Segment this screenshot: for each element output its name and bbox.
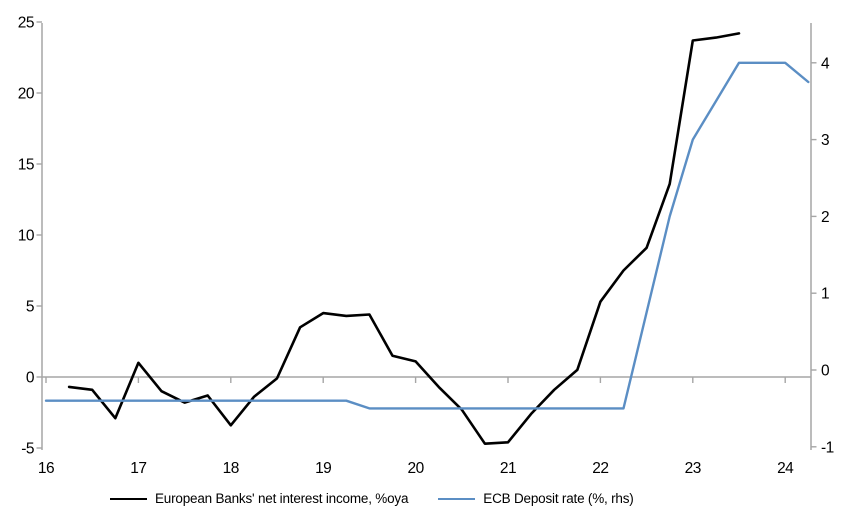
- left-axis-tick-label: 5: [26, 299, 34, 316]
- legend-label: ECB Deposit rate (%, rhs): [483, 491, 634, 506]
- right-axis-tick-label: 2: [821, 209, 829, 226]
- left-axis-tick-label: 10: [18, 228, 35, 245]
- x-axis-tick-label: 16: [38, 460, 54, 477]
- legend-entry: European Banks' net interest income, %oy…: [110, 491, 408, 506]
- left-axis-tick-label: 20: [18, 86, 35, 103]
- x-axis-tick-label: 20: [407, 460, 424, 477]
- left-axis-tick-label: 15: [18, 157, 34, 174]
- x-axis-tick-label: 24: [777, 460, 794, 477]
- x-axis-tick-label: 23: [685, 460, 701, 477]
- x-axis-tick-label: 22: [592, 460, 608, 477]
- x-axis-tick-label: 18: [223, 460, 239, 477]
- right-axis-tick-label: 4: [821, 55, 830, 72]
- legend-entry: ECB Deposit rate (%, rhs): [438, 491, 634, 506]
- left-axis-tick-label: 0: [26, 370, 35, 387]
- left-axis-tick-label: -5: [21, 441, 34, 458]
- right-axis-tick-label: -1: [821, 439, 834, 456]
- legend-line-swatch: [110, 497, 147, 500]
- legend: European Banks' net interest income, %oy…: [110, 491, 634, 506]
- right-axis-tick-label: 3: [821, 132, 829, 149]
- right-axis-tick-label: 1: [821, 286, 829, 303]
- left-axis-tick-label: 25: [18, 15, 34, 32]
- series-line-nii: [67, 32, 741, 446]
- legend-line-swatch: [438, 497, 476, 500]
- x-axis-tick-label: 17: [130, 460, 146, 477]
- x-axis-tick-label: 21: [500, 460, 516, 477]
- right-axis-tick-label: 0: [821, 363, 830, 380]
- x-axis-tick-label: 19: [315, 460, 331, 477]
- legend-label: European Banks' net interest income, %oy…: [155, 491, 409, 506]
- series-line-ecb-deposit-rate: [44, 61, 810, 410]
